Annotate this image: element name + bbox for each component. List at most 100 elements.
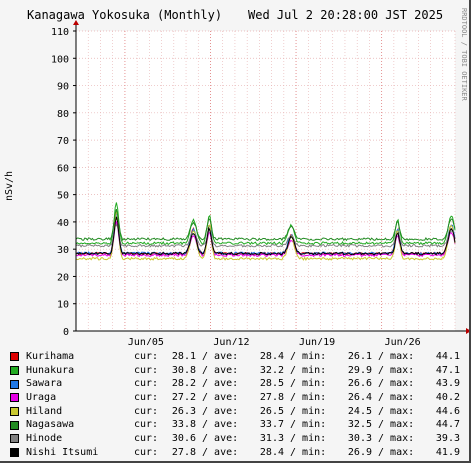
legend-max-label: / max:: [372, 405, 415, 417]
legend-ave-label: / ave:: [196, 419, 239, 431]
legend-name: Nagasawa: [26, 419, 75, 431]
legend-min-value: 32.5: [347, 419, 372, 431]
legend-row: Sawara cur: 28.2 / ave: 28.5 / min: 26.6 / m…: [10, 377, 471, 391]
legend-min-label: / min:: [284, 378, 327, 390]
legend-min-label: / min:: [284, 419, 327, 431]
legend-ave-value: 32.2: [259, 364, 284, 376]
legend-cur-value: 28.2: [171, 378, 196, 390]
legend-ave-value: 28.5: [259, 378, 284, 390]
legend-max-label: / max:: [372, 433, 415, 445]
legend-swatch: [10, 379, 19, 389]
legend-max-label: / max:: [372, 446, 415, 458]
x-tick-label: Jun/05: [128, 337, 164, 345]
legend-min-value: 26.9: [347, 446, 372, 458]
legend-max-value: 43.9: [435, 378, 460, 390]
legend-ave-value: 27.8: [259, 392, 284, 404]
legend-min-label: / min:: [284, 405, 327, 417]
y-tick-label: 50: [57, 191, 69, 202]
rrdtool-credit: RRDTOOL / TOBI OETIKER: [460, 8, 468, 102]
legend-ave-label: / ave:: [196, 364, 239, 376]
legend-cur-label: cur:: [134, 351, 159, 362]
legend-max-value: 44.1: [435, 351, 460, 362]
legend-ave-value: 28.4: [259, 446, 284, 458]
legend-min-label: / min:: [284, 364, 327, 376]
legend-name: Hunakura: [26, 364, 75, 376]
legend-max-label: / max:: [372, 378, 415, 390]
y-tick-label: 100: [51, 54, 69, 65]
legend-max-label: / max:: [372, 419, 415, 431]
legend-cur-label: cur:: [134, 405, 159, 417]
legend-min-label: / min:: [284, 351, 327, 362]
legend-swatch: [10, 352, 19, 362]
y-tick-label: 0: [63, 327, 69, 338]
legend-cur-label: cur:: [134, 364, 159, 376]
legend-name: Kurihama: [26, 351, 75, 362]
legend-max-value: 40.2: [435, 392, 460, 404]
y-tick-label: 30: [57, 245, 69, 256]
legend-ave-label: / ave:: [196, 392, 239, 404]
legend-row: Hiland cur: 26.3 / ave: 26.5 / min: 24.5 / m…: [10, 405, 471, 419]
legend-ave-label: / ave:: [196, 433, 239, 445]
y-axis-arrow: [73, 20, 79, 25]
legend-min-value: 24.5: [347, 405, 372, 417]
legend-min-value: 26.4: [347, 392, 372, 404]
legend-min-value: 26.6: [347, 378, 372, 390]
grid-layer: [75, 30, 456, 332]
x-tick-label: Jun/19: [299, 337, 335, 345]
legend-name: Hinode: [26, 433, 63, 445]
legend-ave-value: 33.7: [259, 419, 284, 431]
x-axis-arrow: [466, 328, 469, 334]
y-tick-label: 60: [57, 163, 69, 174]
y-tick-label: 90: [57, 82, 69, 93]
legend-max-value: 41.9: [435, 446, 460, 458]
legend-ave-value: 31.3: [259, 433, 284, 445]
legend-swatch: [10, 434, 19, 444]
x-tick-label: Jun/12: [213, 337, 249, 345]
legend-cur-label: cur:: [134, 378, 159, 390]
y-tick-labels: 0 10 20 30 40 50 60 70 80 90 100 110: [51, 27, 69, 338]
legend-name: Sawara: [26, 378, 63, 390]
series-line-hiland: [75, 210, 456, 261]
legend-min-value: 30.3: [347, 433, 372, 445]
y-tick-label: 110: [51, 27, 69, 38]
chart-timestamp: Wed Jul 2 20:28:00 JST 2025: [248, 8, 443, 22]
legend-row: Kurihama cur: 28.1 / ave: 28.4 / min: 26.1 /…: [10, 350, 471, 364]
y-tick-label: 20: [57, 272, 69, 283]
legend-max-value: 44.6: [435, 405, 460, 417]
legend-cur-label: cur:: [134, 446, 159, 458]
legend-cur-value: 30.8: [171, 364, 196, 376]
legend-cur-value: 27.8: [171, 446, 196, 458]
legend-swatch: [10, 420, 19, 430]
legend-name: Hiland: [26, 405, 63, 417]
legend-max-label: / max:: [372, 364, 415, 376]
legend-max-value: 39.3: [435, 433, 460, 445]
legend-cur-value: 27.2: [171, 392, 196, 404]
y-tick-label: 70: [57, 136, 69, 147]
legend-name: Uraga: [26, 392, 57, 404]
legend-ave-label: / ave:: [196, 446, 239, 458]
legend-min-label: / min:: [284, 433, 327, 445]
legend-row: Hinode cur: 30.6 / ave: 31.3 / min: 30.3 / m…: [10, 432, 471, 446]
chart-svg: Kanagawa Yokosuka (Monthly) Wed Jul 2 20…: [4, 8, 469, 345]
legend-cur-value: 28.1: [171, 351, 196, 362]
series-line-hinode: [75, 223, 456, 248]
legend-cur-label: cur:: [134, 433, 159, 445]
legend-min-label: / min:: [284, 446, 327, 458]
y-tick-label: 10: [57, 300, 69, 311]
legend-max-label: / max:: [372, 392, 415, 404]
plot-area: [76, 31, 455, 331]
legend-row: Hunakura cur: 30.8 / ave: 32.2 / min: 29.9 /…: [10, 364, 471, 378]
legend-min-label: / min:: [284, 392, 327, 404]
series-line-hunakura: [75, 202, 456, 246]
legend-cur-value: 26.3: [171, 405, 196, 417]
series-line-uraga: [75, 221, 456, 258]
legend-ave-value: 28.4: [259, 351, 284, 362]
series-line-nagasawa: [75, 208, 456, 242]
legend-ave-label: / ave:: [196, 405, 239, 417]
legend-name: Nishi Itsumi: [26, 446, 99, 458]
legend-cur-label: cur:: [134, 392, 159, 404]
legend-row: Nagasawa cur: 33.8 / ave: 33.7 / min: 32.5 /…: [10, 418, 471, 432]
legend-ave-label: / ave:: [196, 351, 239, 362]
legend-row: Uraga cur: 27.2 / ave: 27.8 / min: 26.4 / ma…: [10, 391, 471, 405]
